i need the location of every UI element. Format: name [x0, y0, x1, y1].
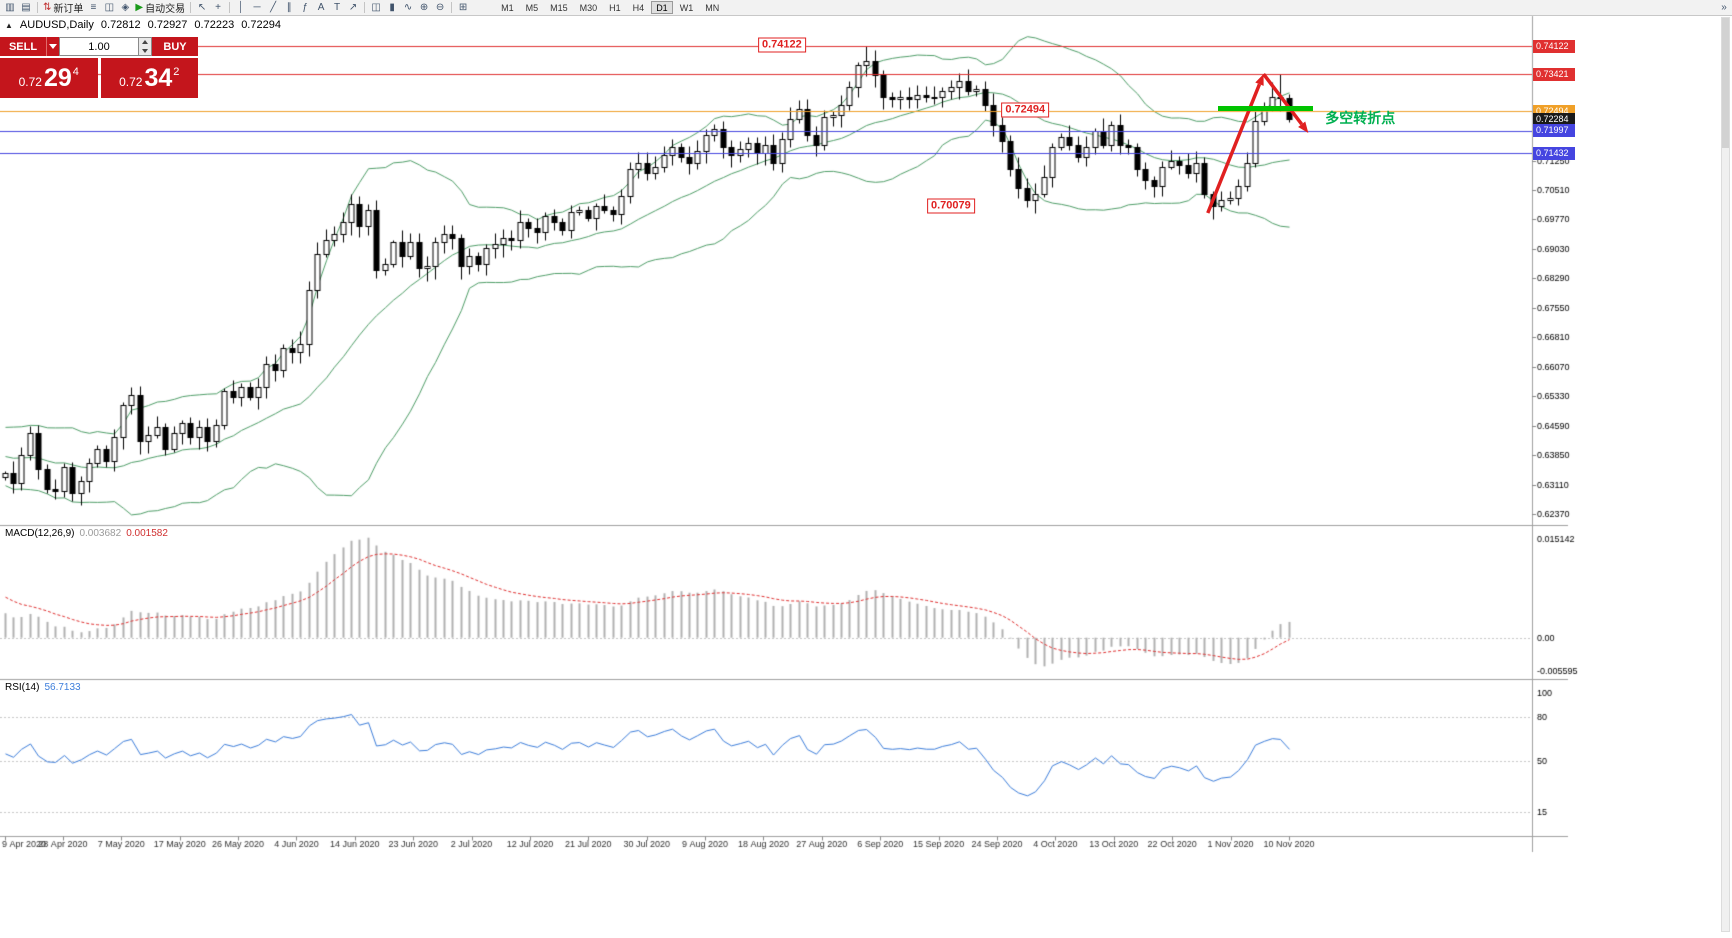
- zoom-in-icon: ⊕: [419, 1, 429, 13]
- new-chart-icon: ▥: [5, 1, 15, 13]
- fibonacci-button[interactable]: ƒ: [297, 1, 313, 15]
- trendline-button[interactable]: ╱: [265, 1, 281, 15]
- close-value: 0.72294: [241, 19, 281, 31]
- autotrading-button-label: 自动交易: [145, 4, 186, 15]
- market-watch-button[interactable]: ≡: [85, 1, 101, 15]
- arrows-button[interactable]: ↗: [345, 1, 361, 15]
- timeframe-d1-button[interactable]: D1: [651, 1, 673, 14]
- macd-indicator-label: MACD(12,26,9) 0.003682 0.001582: [5, 528, 168, 539]
- horizontal-line-icon: ─: [253, 1, 261, 13]
- tile-windows-button[interactable]: ⊞: [455, 1, 471, 15]
- timeframe-mn-button[interactable]: MN: [705, 3, 720, 13]
- equidistant-channel-button[interactable]: ∥: [281, 1, 297, 15]
- equidistant-channel-icon: ∥: [286, 1, 292, 13]
- market-watch-icon: ≡: [90, 1, 97, 13]
- chart-title: ▲ AUDUSD,Daily 0.72812 0.72927 0.72223 0…: [5, 19, 281, 31]
- fibonacci-icon: ƒ: [302, 1, 308, 13]
- line-chart-icon: ∿: [403, 1, 413, 13]
- timeframe-m5-button[interactable]: M5: [525, 3, 539, 13]
- vertical-scrollbar[interactable]: [1721, 17, 1730, 932]
- arrows-icon: ↗: [348, 1, 358, 13]
- new-order-button[interactable]: ⇅ 新订单: [41, 1, 85, 16]
- zoom-in-button[interactable]: ⊕: [416, 1, 432, 15]
- timeframe-w1-button[interactable]: W1: [679, 3, 694, 13]
- buy-price-pips: 34: [144, 63, 173, 92]
- new-order-button-label: 新订单: [53, 4, 84, 15]
- text-label-button[interactable]: T: [329, 1, 345, 15]
- new-order-icon: ⇅: [43, 1, 52, 13]
- trendline-icon: ╱: [270, 1, 277, 13]
- crosshair-icon: +: [215, 1, 222, 13]
- rsi-label-text: RSI(14): [5, 682, 40, 693]
- line-chart-button[interactable]: ∿: [400, 1, 416, 15]
- macd-label-text: MACD(12,26,9): [5, 528, 75, 539]
- candlestick-chart-icon: ▮: [389, 1, 395, 13]
- cursor-icon: ↖: [197, 1, 207, 13]
- toolbar-separator: [364, 2, 366, 13]
- profiles-icon: ▤: [21, 1, 31, 13]
- toolbar-separator: [451, 2, 453, 13]
- macd-signal-value: 0.001582: [126, 528, 168, 539]
- data-window-icon: ◫: [104, 1, 115, 13]
- autotrading-button[interactable]: ▶ 自动交易: [133, 1, 187, 16]
- sell-price-button[interactable]: 0.72 29 4: [0, 58, 98, 98]
- one-click-panel-toggle-icon[interactable]: ▲: [5, 20, 13, 30]
- vertical-line-icon: │: [237, 1, 245, 13]
- macd-main-value: 0.003682: [79, 528, 122, 539]
- high-value: 0.72927: [147, 19, 188, 31]
- timeframe-m1-button[interactable]: M1: [501, 3, 514, 13]
- vertical-line-button[interactable]: │: [233, 1, 249, 15]
- toolbar-overflow-button[interactable]: »: [1716, 1, 1732, 15]
- toolbar-separator: [37, 2, 38, 13]
- sell-price-big-figure: 0.72: [18, 75, 42, 89]
- text-label-icon: T: [334, 1, 341, 13]
- zoom-out-button[interactable]: ⊖: [432, 1, 448, 15]
- lot-size-input[interactable]: [60, 38, 138, 55]
- buy-button[interactable]: BUY: [152, 37, 198, 56]
- text-button[interactable]: A: [313, 1, 329, 15]
- bar-chart-button[interactable]: ◫: [368, 1, 384, 15]
- buy-price-point: 2: [173, 66, 180, 78]
- low-value: 0.72223: [194, 19, 235, 31]
- zoom-out-icon: ⊖: [435, 1, 445, 13]
- data-window-button[interactable]: ◫: [101, 1, 117, 15]
- sell-price-pips: 29: [43, 63, 72, 92]
- autotrading-icon: ▶: [135, 1, 144, 13]
- timeframe-m30-button[interactable]: M30: [579, 3, 598, 13]
- sell-button[interactable]: SELL: [0, 37, 46, 56]
- toolbar-separator: [229, 2, 231, 13]
- timeframe-m15-button[interactable]: M15: [550, 3, 568, 13]
- navigator-icon: ◈: [121, 1, 130, 13]
- toolbar: ▥ ▤ ⇅ 新订单 ≡ ◫ ◈ ▶ 自动交易 ↖ + │ ─ ╱ ∥ ƒ A T ↗ ◫ ▮ ∿ ⊕ ⊖ ⊞ M1 M5 M15 M30…: [0, 0, 1732, 16]
- rsi-indicator-label: RSI(14) 56.7133: [5, 682, 81, 693]
- open-value: 0.72812: [100, 19, 141, 31]
- lot-dropdown-button[interactable]: [46, 37, 59, 56]
- rsi-value: 56.7133: [44, 682, 81, 693]
- buy-price-button[interactable]: 0.72 34 2: [100, 58, 198, 98]
- text-icon: A: [317, 1, 325, 13]
- bar-chart-icon: ◫: [371, 1, 381, 13]
- timeframe-h1-button[interactable]: H1: [609, 3, 621, 13]
- candlestick-chart-button[interactable]: ▮: [384, 1, 400, 15]
- profiles-button[interactable]: ▤: [18, 1, 34, 15]
- sell-price-point: 4: [72, 66, 79, 78]
- lot-decrease-button[interactable]: [139, 46, 151, 55]
- scrollbar-thumb[interactable]: [1722, 18, 1729, 148]
- horizontal-line-button[interactable]: ─: [249, 1, 265, 15]
- buy-price-big-figure: 0.72: [119, 75, 143, 89]
- toolbar-overflow-icon: »: [1721, 1, 1727, 13]
- timeframe-h4-button[interactable]: H4: [632, 3, 645, 13]
- navigator-button[interactable]: ◈: [117, 1, 133, 15]
- cursor-button[interactable]: ↖: [194, 1, 210, 15]
- caret-down-icon: [49, 44, 57, 49]
- tile-windows-icon: ⊞: [458, 1, 468, 13]
- crosshair-button[interactable]: +: [210, 1, 226, 15]
- new-chart-button[interactable]: ▥: [2, 1, 18, 15]
- lot-increase-button[interactable]: [139, 38, 151, 47]
- symbol-period-label: AUDUSD,Daily: [19, 19, 94, 31]
- toolbar-separator: [190, 2, 192, 13]
